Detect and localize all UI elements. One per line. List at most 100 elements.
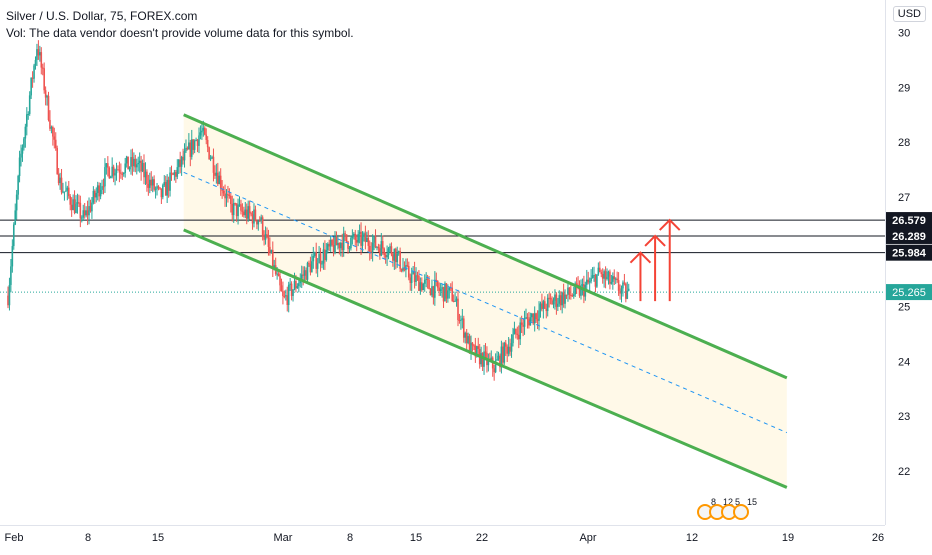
candle-body xyxy=(603,271,605,279)
candle-body xyxy=(111,166,113,177)
candle-body xyxy=(88,206,90,216)
candle-body xyxy=(593,275,595,277)
candle-body xyxy=(344,233,346,235)
candle-body xyxy=(14,210,17,225)
candle-body xyxy=(408,266,410,278)
candle-body xyxy=(201,130,203,133)
candle-body xyxy=(195,139,197,141)
candle-body xyxy=(588,281,591,283)
candle-body xyxy=(205,134,208,140)
candle-body xyxy=(70,204,73,211)
candle-body xyxy=(354,233,357,240)
currency-button[interactable]: USD xyxy=(892,6,926,22)
x-tick-label: Feb xyxy=(5,532,24,544)
candle-body xyxy=(468,336,471,354)
candle-body xyxy=(277,273,280,277)
event-label: 12 xyxy=(723,497,733,507)
candle-body xyxy=(169,172,171,191)
candle-body xyxy=(72,199,74,211)
candle-body xyxy=(198,135,200,146)
candle-body xyxy=(260,217,263,221)
candle-body xyxy=(234,203,236,205)
x-tick-label: 22 xyxy=(476,532,488,544)
candle-body xyxy=(289,283,291,285)
candle-body xyxy=(509,346,511,352)
candle-body xyxy=(526,317,529,320)
candle-body xyxy=(144,171,147,178)
candle-body xyxy=(350,237,352,249)
candle-body xyxy=(230,195,232,205)
candle-body xyxy=(298,283,300,287)
candle-body xyxy=(410,274,413,283)
symbol-title[interactable]: Silver / U.S. Dollar, 75, FOREX.com xyxy=(6,9,198,23)
candle-body xyxy=(56,148,58,175)
candle-body xyxy=(290,283,293,296)
x-tick-label: 26 xyxy=(872,532,884,544)
candle-body xyxy=(219,175,222,189)
channel-fill xyxy=(183,114,787,488)
candle-body xyxy=(461,318,464,320)
events-group: 8 12 5 15 xyxy=(697,497,757,520)
x-tick-label: 8 xyxy=(347,532,353,544)
candle-body xyxy=(162,185,164,198)
candle-body xyxy=(384,254,387,258)
candle-body xyxy=(227,193,229,196)
candle-body xyxy=(78,202,80,204)
candle-body xyxy=(79,202,82,219)
candle-body xyxy=(409,277,412,283)
candle-body xyxy=(143,163,145,178)
candle-body xyxy=(318,253,320,264)
price-level-label-0: 26.579 xyxy=(892,215,926,227)
candle-body xyxy=(121,173,124,175)
candle-body xyxy=(235,203,238,217)
candle-body xyxy=(52,126,54,137)
candle-body xyxy=(172,173,174,175)
candle-body xyxy=(154,188,157,190)
candle-body xyxy=(151,179,154,186)
candle-body xyxy=(451,287,454,301)
candle-body xyxy=(419,282,422,291)
candle-body xyxy=(386,255,388,258)
candle-body xyxy=(101,186,103,190)
candle-body xyxy=(598,267,601,273)
candle-body xyxy=(627,288,630,291)
candle-body xyxy=(10,266,12,285)
y-tick-label: 30 xyxy=(898,28,910,40)
candle-body xyxy=(465,332,468,344)
candle-body xyxy=(515,328,517,334)
y-tick-label: 23 xyxy=(898,411,910,423)
candle-body xyxy=(11,246,14,267)
candle-body xyxy=(554,294,556,301)
candle-body xyxy=(591,275,594,278)
candle-body xyxy=(326,243,329,251)
candle-body xyxy=(517,334,520,340)
candle-body xyxy=(102,186,105,188)
candle-body xyxy=(416,275,419,277)
candle-body xyxy=(471,342,474,346)
candle-body xyxy=(334,236,336,254)
candle-body xyxy=(548,297,550,299)
candle-body xyxy=(21,147,24,154)
candle-body xyxy=(208,147,210,160)
candle-body xyxy=(348,248,351,250)
candle-body xyxy=(54,139,57,149)
x-tick-label: 12 xyxy=(686,532,698,544)
candle-body xyxy=(316,263,319,269)
candle-body xyxy=(315,252,317,269)
candle-body xyxy=(180,156,183,167)
candle-body xyxy=(544,301,546,309)
y-tick-label: 24 xyxy=(898,356,910,368)
candle-body xyxy=(413,271,416,282)
candle-body xyxy=(609,271,611,284)
x-tick-label: 8 xyxy=(85,532,91,544)
candle-body xyxy=(82,210,85,218)
candle-body xyxy=(477,346,480,349)
candle-body xyxy=(160,188,163,198)
candle-body xyxy=(516,333,519,335)
candle-body xyxy=(363,233,365,237)
candle-body xyxy=(452,300,455,302)
candle-body xyxy=(118,169,121,173)
candle-body xyxy=(325,250,328,261)
